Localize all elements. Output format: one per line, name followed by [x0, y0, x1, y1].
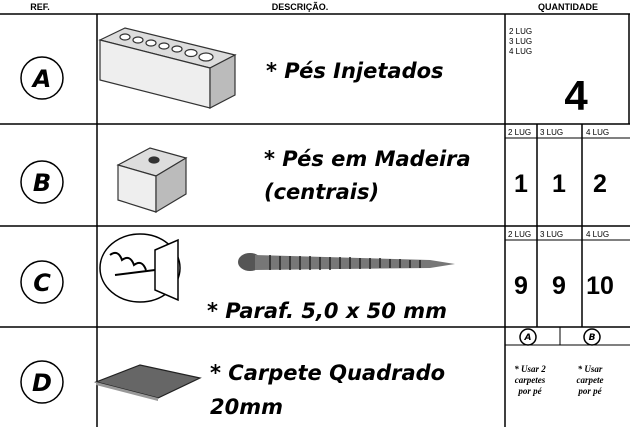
qty-value: 9 — [552, 272, 566, 300]
qty-value: 2 — [593, 170, 607, 198]
header-ref: REF. — [30, 2, 50, 12]
note: carpete — [577, 375, 604, 385]
qty-value: 1 — [514, 170, 528, 198]
qty-label: 3 LUG — [540, 230, 563, 239]
header-quantity: QUANTIDADE — [538, 2, 598, 12]
qty-label: 2 LUG — [509, 27, 532, 36]
qty-label: 2 LUG — [508, 230, 531, 239]
description: * Paraf. 5,0 x 50 mm — [207, 299, 447, 323]
sub-ref: A — [524, 333, 532, 343]
injected-foot-image — [98, 27, 237, 109]
qty-label: 4 LUG — [586, 128, 609, 137]
qty-label: 2 LUG — [508, 128, 531, 137]
ref: A — [31, 65, 52, 93]
carpet-image — [94, 364, 202, 401]
description: * Pés em Madeira — [264, 147, 471, 171]
note: carpetes — [515, 375, 546, 385]
description: 20mm — [210, 395, 283, 419]
header-description: DESCRIÇÃO. — [272, 2, 329, 12]
note: * Usar 2 — [514, 364, 546, 374]
screw-image — [99, 233, 455, 303]
qty-value: 1 — [552, 170, 566, 198]
description: * Pés Injetados — [266, 59, 444, 83]
qty-label: 3 LUG — [509, 37, 532, 46]
sub-ref: B — [589, 333, 596, 343]
qty-value: 9 — [514, 272, 528, 300]
ref: C — [33, 269, 51, 297]
description: * Carpete Quadrado — [210, 361, 445, 385]
ref: D — [32, 369, 52, 397]
ref-circles — [20, 56, 601, 404]
note: por pé — [517, 386, 542, 396]
note: por pé — [577, 386, 602, 396]
qty-label: 4 LUG — [509, 47, 532, 56]
qty-label: 4 LUG — [586, 230, 609, 239]
qty-label: 3 LUG — [540, 128, 563, 137]
description: (centrais) — [264, 180, 379, 204]
qty-value: 10 — [586, 272, 614, 300]
qty-value: 4 — [564, 72, 588, 119]
ref: B — [33, 169, 51, 197]
note: * Usar — [578, 364, 603, 374]
wood-foot-image — [116, 147, 188, 214]
